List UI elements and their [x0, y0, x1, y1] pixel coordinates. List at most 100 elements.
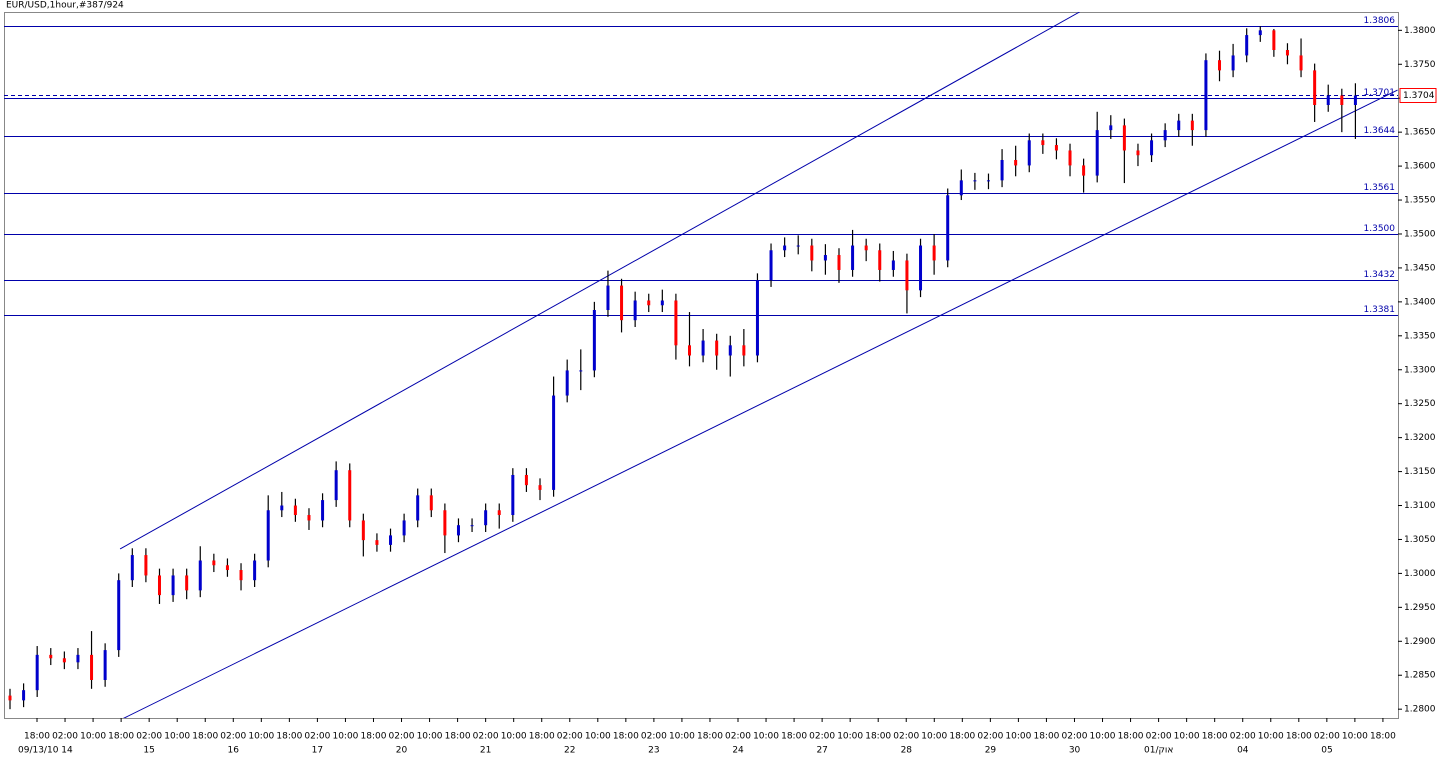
x-tick-label: 10:00	[1342, 732, 1368, 742]
x-tick-label: 02:00	[1146, 732, 1172, 742]
y-tick-label: 1.3650	[1404, 128, 1436, 138]
x-tick-label: 02:00	[1314, 732, 1340, 742]
bar-body	[973, 180, 977, 182]
bar-body	[1231, 55, 1235, 71]
bar-body	[1353, 95, 1357, 106]
bar-body	[783, 245, 787, 251]
x-tick-label: 18:00	[108, 732, 134, 742]
x-tick-label: 18:00	[1033, 732, 1059, 742]
x-tick-label: 02:00	[52, 732, 78, 742]
x-tick-label: 02:00	[220, 732, 246, 742]
bar-body	[674, 300, 678, 346]
current-price-label: 1.3704	[1403, 91, 1435, 101]
y-tick-label: 1.3550	[1404, 196, 1436, 206]
x-tick-label: 18:00	[1202, 732, 1228, 742]
bar-body	[769, 250, 773, 281]
y-tick-label: 1.3400	[1404, 297, 1436, 307]
x-tick-label: 10:00	[164, 732, 190, 742]
bar-body	[293, 505, 297, 516]
bar-body	[1190, 120, 1194, 131]
date-label: 09/13/10 14	[18, 746, 73, 756]
x-tick-label: 18:00	[192, 732, 218, 742]
date-label: 24	[732, 746, 744, 756]
date-label: 22	[564, 746, 575, 756]
bar-body	[823, 255, 827, 261]
bar-body	[1245, 35, 1249, 56]
x-tick-label: 18:00	[445, 732, 471, 742]
y-tick-label: 1.3050	[1404, 535, 1436, 545]
y-tick-label: 1.3350	[1404, 331, 1436, 341]
bar-body	[1054, 145, 1058, 151]
x-tick-label: 10:00	[669, 732, 695, 742]
x-tick-label: 02:00	[473, 732, 499, 742]
bar-body	[565, 370, 569, 396]
bar-body	[688, 345, 691, 356]
bar-body	[225, 565, 229, 571]
bar-body	[796, 245, 800, 247]
bar-body	[334, 470, 338, 501]
level-label: 1.3701	[1364, 88, 1396, 98]
bar-body	[647, 300, 651, 306]
y-tick-label: 1.3150	[1404, 467, 1436, 477]
x-tick-label: 10:00	[332, 732, 358, 742]
level-label: 1.3561	[1364, 183, 1396, 193]
y-tick-label: 1.3450	[1404, 263, 1436, 273]
bar-body	[1122, 125, 1126, 151]
y-tick-label: 1.2950	[1404, 603, 1436, 613]
x-tick-label: 02:00	[1230, 732, 1256, 742]
bar-body	[171, 575, 175, 596]
bar-body	[416, 495, 420, 521]
bar-body	[1272, 30, 1276, 51]
bar-body	[592, 310, 596, 371]
date-label: 20	[396, 746, 408, 756]
x-tick-label: 02:00	[389, 732, 415, 742]
bar-body	[402, 520, 406, 536]
x-tick-label: 10:00	[1258, 732, 1284, 742]
x-tick-label: 10:00	[248, 732, 274, 742]
bar-body	[348, 470, 352, 521]
bar-body	[103, 650, 107, 680]
bar-body	[660, 300, 664, 306]
x-tick-label: 18:00	[865, 732, 891, 742]
x-tick-label: 18:00	[24, 732, 50, 742]
bar-body	[1218, 60, 1222, 71]
bar-body	[511, 474, 515, 516]
y-tick-label: 1.3000	[1404, 569, 1436, 579]
bar-body	[1326, 95, 1330, 106]
bar-body	[307, 515, 311, 521]
date-label: 28	[901, 746, 913, 756]
bar-body	[538, 485, 542, 490]
x-tick-label: 02:00	[893, 732, 919, 742]
bar-body	[1285, 50, 1289, 56]
bar-body	[130, 555, 134, 581]
x-tick-label: 10:00	[501, 732, 527, 742]
bar-body	[1340, 95, 1344, 106]
y-tick-label: 1.3200	[1404, 433, 1436, 443]
bar-body	[1095, 130, 1099, 176]
x-tick-label: 10:00	[1174, 732, 1200, 742]
bar-body	[810, 245, 814, 261]
date-label: 15	[143, 746, 154, 756]
x-tick-label: 10:00	[753, 732, 779, 742]
plot-frame	[4, 12, 1399, 719]
bar-body	[986, 180, 990, 182]
x-tick-label: 10:00	[837, 732, 863, 742]
bar-body	[701, 340, 705, 356]
bar-body	[919, 245, 923, 291]
x-tick-label: 18:00	[781, 732, 807, 742]
bar-body	[443, 510, 447, 536]
bar-body	[1299, 55, 1303, 71]
bar-body	[1177, 120, 1181, 131]
bar-body	[606, 285, 610, 311]
bar-body	[1150, 140, 1154, 156]
bar-body	[8, 695, 12, 701]
bar-body	[837, 255, 841, 270]
y-tick-label: 1.3750	[1404, 60, 1436, 70]
level-label: 1.3432	[1364, 270, 1396, 280]
bar-body	[851, 245, 855, 270]
bar-body	[905, 260, 909, 291]
x-tick-label: 18:00	[361, 732, 387, 742]
bar-body	[891, 260, 895, 270]
